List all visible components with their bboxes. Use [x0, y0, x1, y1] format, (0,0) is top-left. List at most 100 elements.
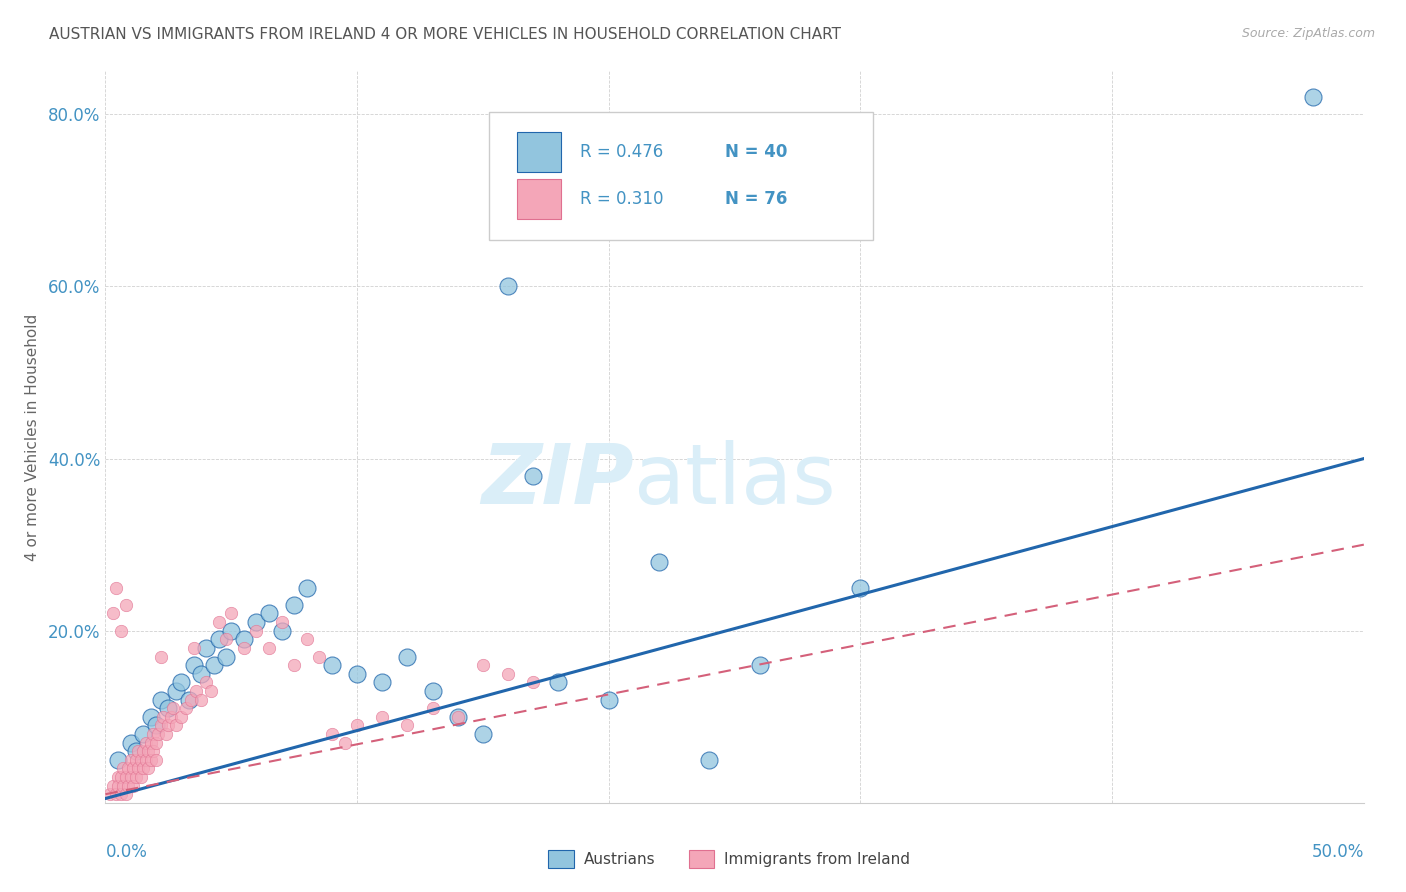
Point: [160, 710, 183, 724]
Point: [257, 640, 280, 655]
Point: [104, 787, 127, 801]
Point: [699, 753, 721, 767]
Point: [165, 684, 187, 698]
Point: [346, 666, 368, 681]
Point: [110, 624, 132, 638]
Point: [190, 692, 212, 706]
Point: [333, 735, 356, 749]
Point: [1302, 90, 1324, 104]
Point: [100, 787, 122, 801]
Text: Source: ZipAtlas.com: Source: ZipAtlas.com: [1241, 27, 1375, 40]
Point: [110, 770, 132, 784]
Point: [145, 735, 167, 749]
Point: [371, 710, 394, 724]
Point: [148, 727, 170, 741]
Point: [120, 753, 142, 767]
Point: [215, 649, 238, 664]
Point: [165, 718, 187, 732]
Point: [142, 744, 165, 758]
Point: [422, 684, 444, 698]
Point: [283, 598, 305, 612]
Point: [149, 718, 172, 732]
Point: [346, 718, 368, 732]
Point: [232, 640, 254, 655]
Point: [149, 692, 172, 706]
Text: N = 76: N = 76: [724, 190, 787, 208]
Point: [219, 607, 242, 621]
FancyBboxPatch shape: [489, 112, 873, 240]
Point: [208, 615, 231, 629]
Point: [136, 744, 159, 758]
Point: [849, 581, 872, 595]
Point: [120, 735, 142, 749]
Point: [308, 649, 330, 664]
Point: [245, 624, 267, 638]
Point: [124, 744, 146, 758]
Point: [120, 770, 142, 784]
Point: [219, 624, 242, 638]
Point: [283, 658, 305, 673]
Point: [152, 710, 174, 724]
Point: [522, 468, 544, 483]
Text: Immigrants from Ireland: Immigrants from Ireland: [724, 853, 910, 867]
Point: [139, 753, 162, 767]
Point: [122, 761, 145, 775]
Point: [107, 753, 129, 767]
Point: [177, 692, 200, 706]
Point: [110, 787, 132, 801]
Text: ZIP: ZIP: [481, 441, 634, 522]
Point: [371, 675, 394, 690]
Bar: [517, 132, 561, 172]
Point: [202, 658, 225, 673]
Point: [598, 692, 620, 706]
Point: [132, 744, 155, 758]
Point: [245, 615, 267, 629]
Point: [114, 787, 136, 801]
Point: [321, 658, 343, 673]
Point: [195, 640, 218, 655]
Point: [321, 727, 343, 741]
Point: [139, 710, 162, 724]
Text: 0.0%: 0.0%: [105, 843, 148, 861]
Point: [112, 761, 135, 775]
Point: [208, 632, 231, 647]
Point: [149, 649, 172, 664]
Point: [648, 555, 671, 569]
Point: [132, 727, 155, 741]
Point: [129, 753, 152, 767]
Point: [101, 607, 124, 621]
Point: [135, 735, 157, 749]
Point: [295, 632, 318, 647]
Point: [157, 701, 180, 715]
Point: [496, 666, 519, 681]
Text: AUSTRIAN VS IMMIGRANTS FROM IRELAND 4 OR MORE VEHICLES IN HOUSEHOLD CORRELATION : AUSTRIAN VS IMMIGRANTS FROM IRELAND 4 OR…: [49, 27, 841, 42]
Point: [129, 770, 152, 784]
Point: [101, 779, 124, 793]
Point: [145, 753, 167, 767]
Point: [184, 684, 207, 698]
Point: [132, 761, 155, 775]
Text: R = 0.476: R = 0.476: [579, 144, 664, 161]
Point: [136, 761, 159, 775]
Point: [114, 598, 136, 612]
Point: [270, 615, 292, 629]
Point: [107, 779, 129, 793]
Point: [135, 753, 157, 767]
Point: [200, 684, 222, 698]
Y-axis label: 4 or more Vehicles in Household: 4 or more Vehicles in Household: [25, 313, 39, 561]
Point: [471, 727, 495, 741]
Point: [195, 675, 218, 690]
Point: [447, 710, 470, 724]
Text: R = 0.310: R = 0.310: [579, 190, 664, 208]
Point: [107, 770, 129, 784]
Point: [422, 701, 444, 715]
Point: [215, 632, 238, 647]
Text: Austrians: Austrians: [583, 853, 655, 867]
Point: [104, 581, 127, 595]
Point: [522, 675, 544, 690]
Point: [114, 770, 136, 784]
Point: [112, 779, 135, 793]
Point: [190, 666, 212, 681]
Point: [232, 632, 254, 647]
Point: [295, 581, 318, 595]
